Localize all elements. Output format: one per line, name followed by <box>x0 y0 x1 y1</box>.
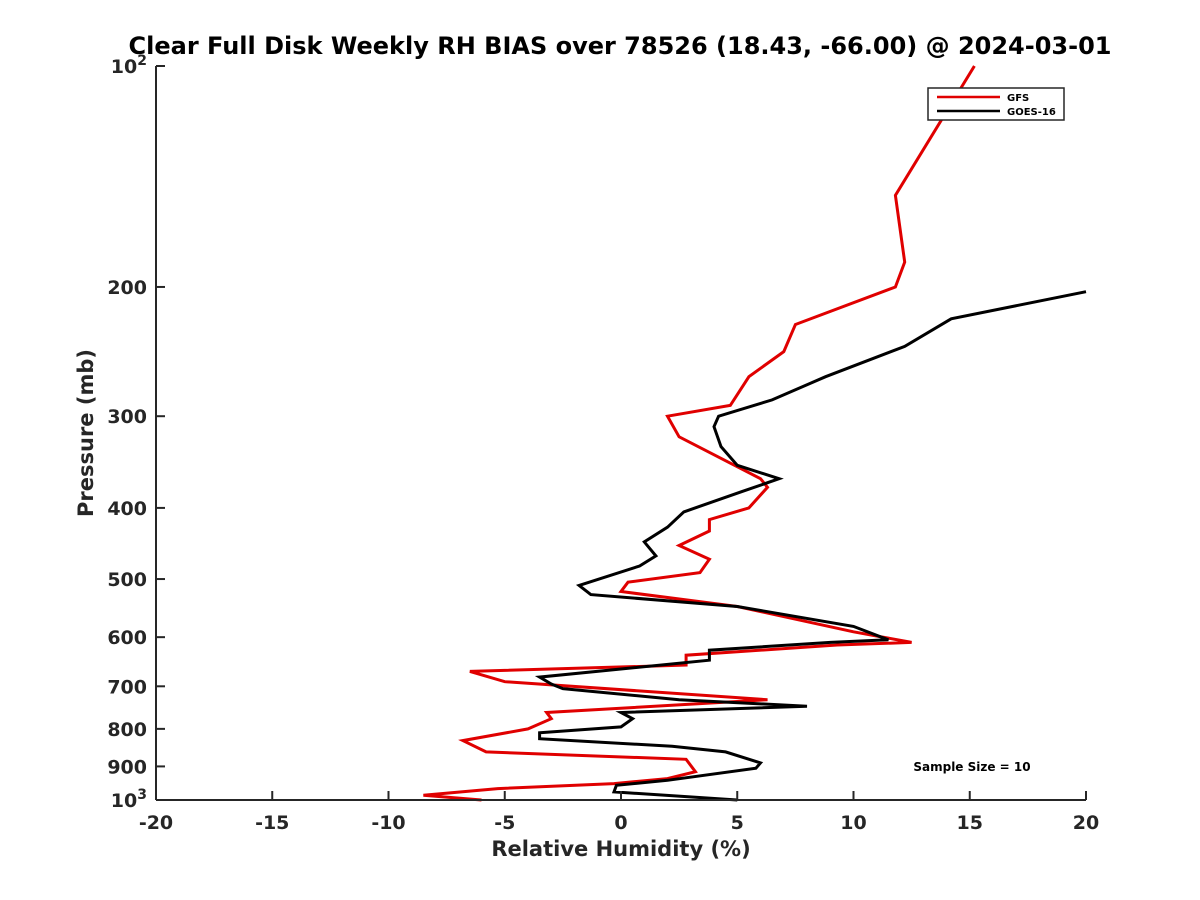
legend-label-gfs: GFS <box>1007 93 1029 104</box>
x-tick-label: 0 <box>614 812 627 834</box>
y-tick-label: 700 <box>107 676 147 698</box>
legend-label-goes16: GOES-16 <box>1007 107 1056 118</box>
x-tick-label: 15 <box>957 812 983 834</box>
legend: GFS GOES-16 <box>927 87 1065 121</box>
x-ticks: -20 -15 -10 -5 0 5 10 15 20 <box>139 791 1099 834</box>
y-tick-label: 200 <box>107 277 147 299</box>
y-axis-label: Pressure (mb) <box>74 349 98 517</box>
y-tick-label: 300 <box>107 406 147 428</box>
y-tick-label: 103 <box>111 787 147 812</box>
y-tick-label: 102 <box>111 53 147 78</box>
x-tick-label: 10 <box>840 812 866 834</box>
y-tick-label: 600 <box>107 627 147 649</box>
x-tick-label: -10 <box>371 812 405 834</box>
legend-box <box>927 87 1065 121</box>
series-line-goes16 <box>534 290 1087 802</box>
sample-size-annotation: Sample Size = 10 <box>913 760 1030 774</box>
x-axis-label: Relative Humidity (%) <box>491 837 750 861</box>
x-tick-label: -20 <box>139 812 173 834</box>
y-tick-label: 500 <box>107 569 147 591</box>
x-tick-label: 20 <box>1073 812 1099 834</box>
y-tick-label: 800 <box>107 719 147 741</box>
x-tick-label: -5 <box>494 812 515 834</box>
plot-area: -20 -15 -10 -5 0 5 10 15 20 102 200 300 400 500 600 70… <box>107 53 1099 834</box>
y-tick-label: 400 <box>107 498 147 520</box>
chart-title: Clear Full Disk Weekly RH BIAS over 7852… <box>129 32 1112 60</box>
x-tick-label: 5 <box>731 812 744 834</box>
x-tick-label: -15 <box>255 812 289 834</box>
series-layer <box>423 65 1087 802</box>
y-tick-label: 900 <box>107 756 147 778</box>
y-ticks: 102 200 300 400 500 600 700 800 900 103 <box>107 53 165 812</box>
